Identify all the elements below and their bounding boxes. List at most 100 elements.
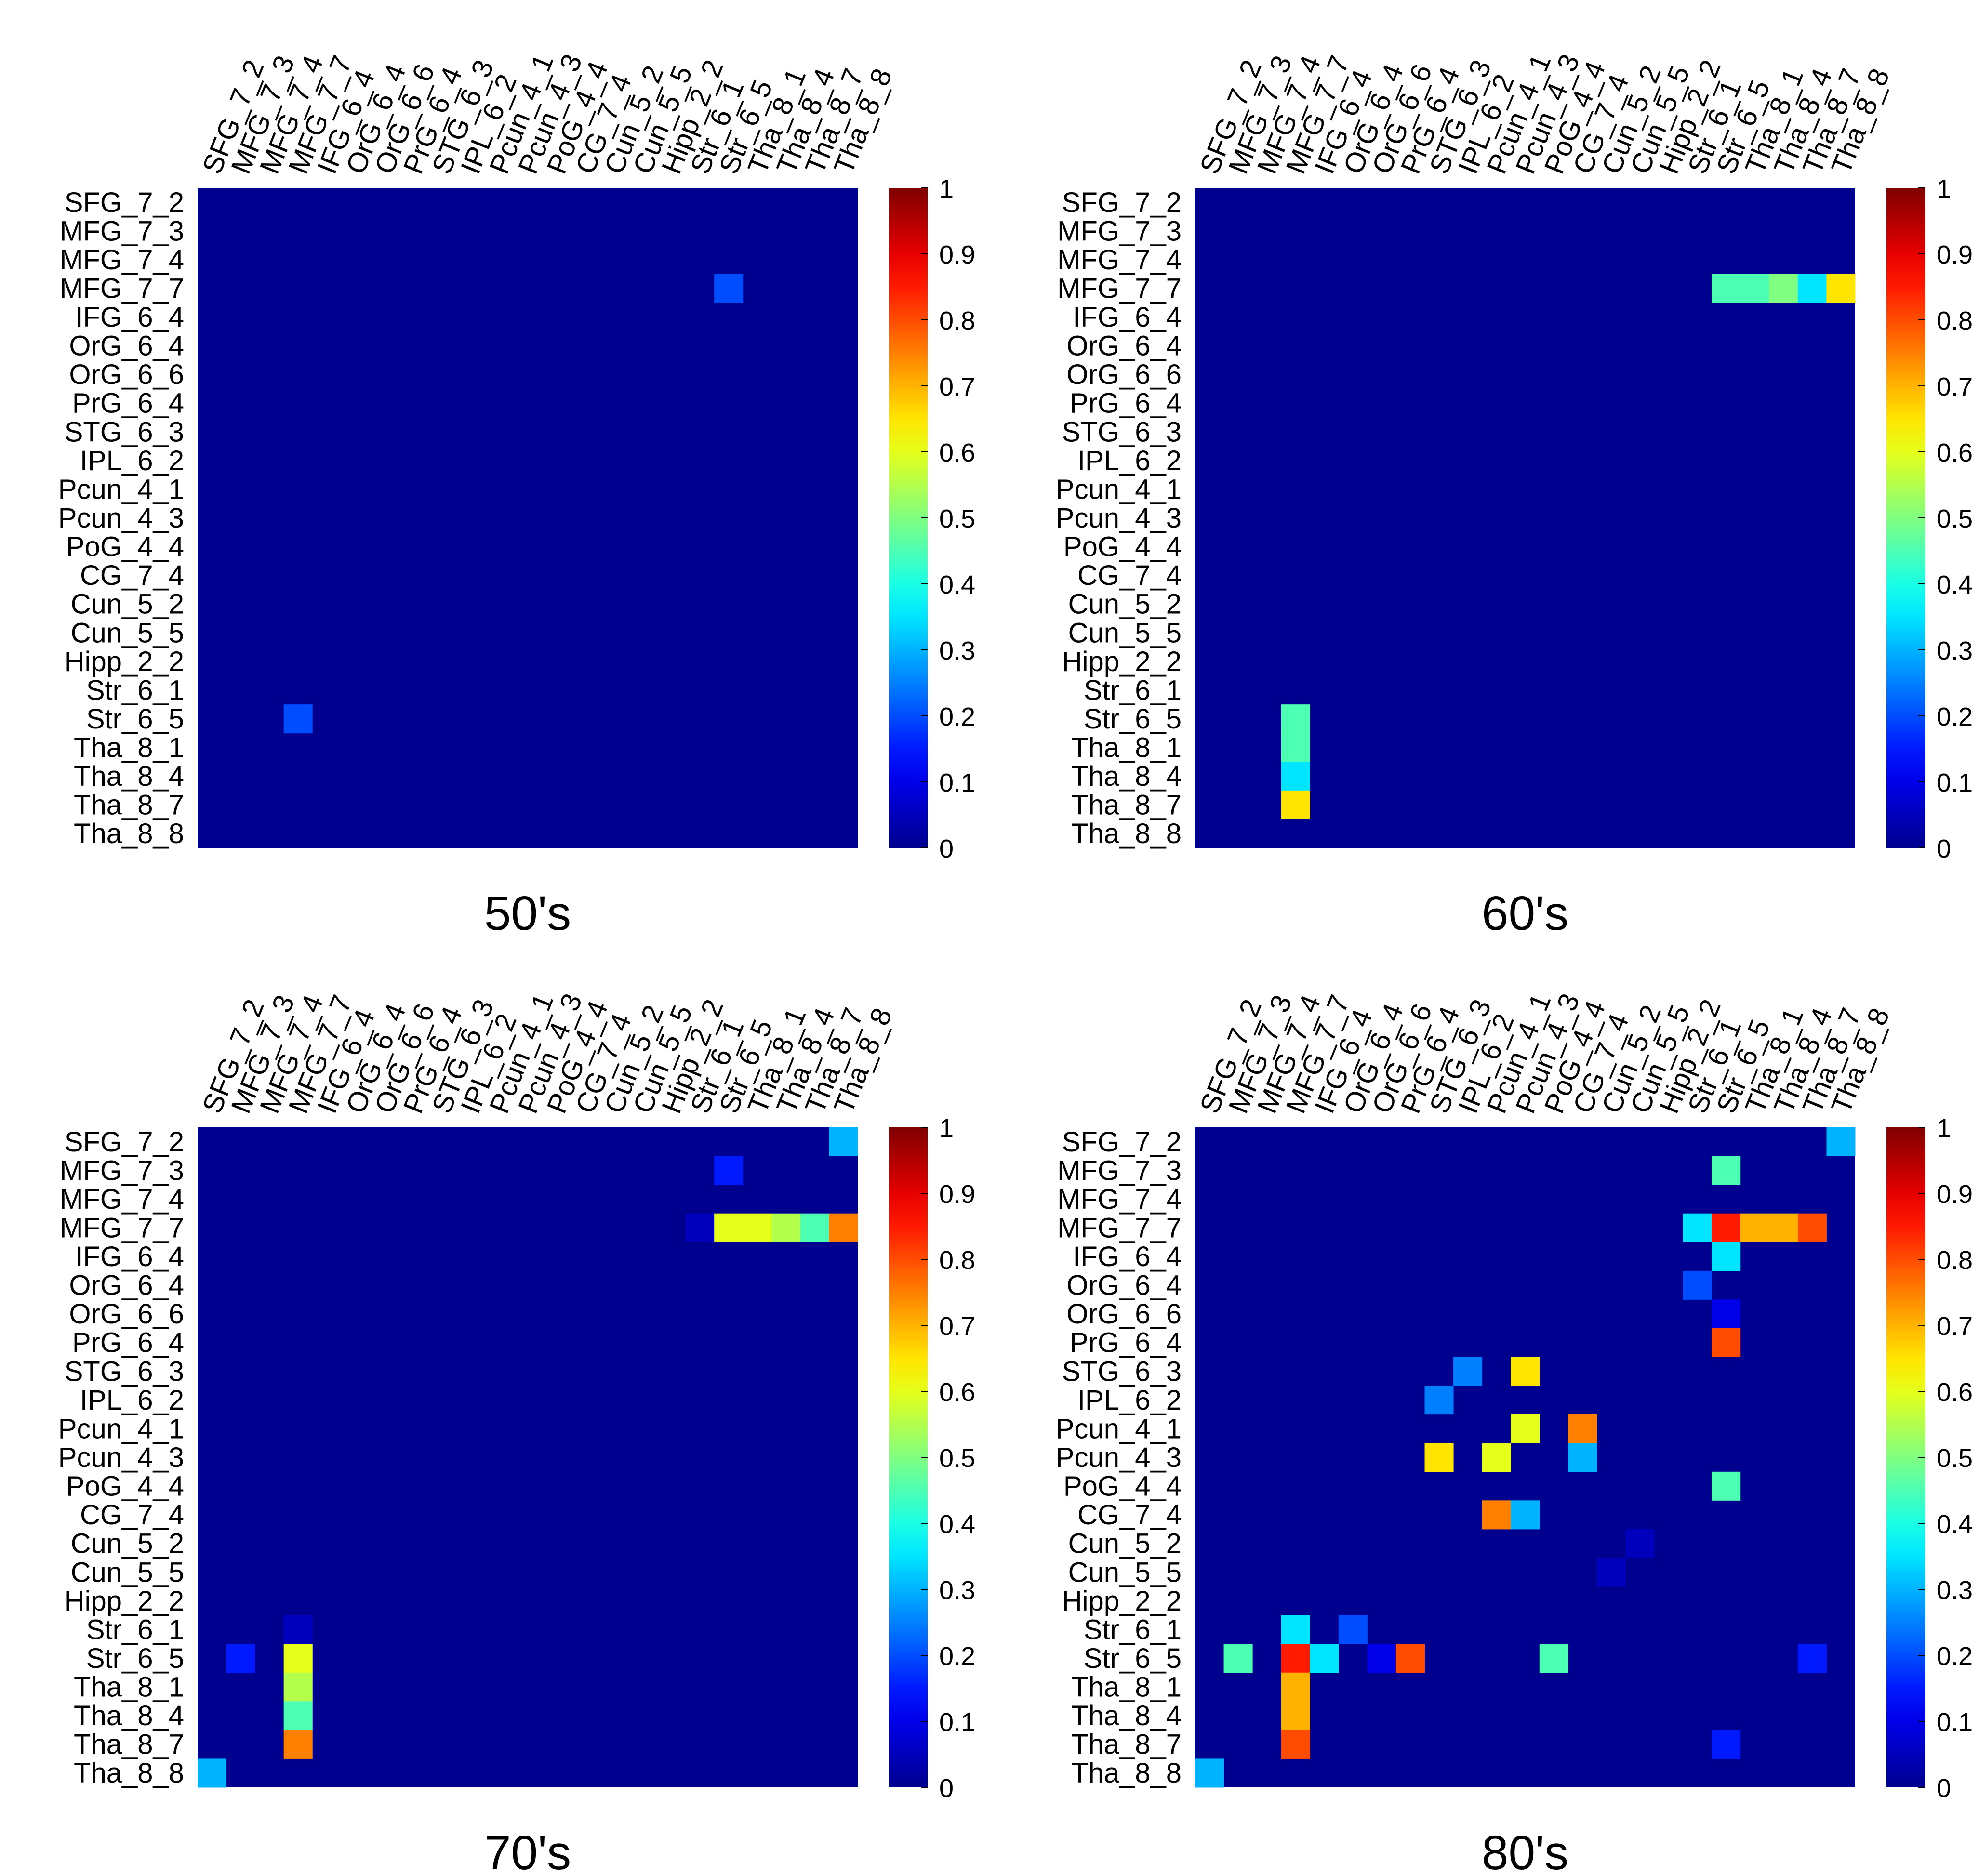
row-label: Str_6_5: [86, 1643, 184, 1674]
colorbar-tick-label: 0.2: [939, 702, 975, 731]
colorbar-tick-label: 1: [939, 1114, 954, 1143]
heatmap-cell: [1367, 1644, 1396, 1673]
heatmap-cell: [1712, 1213, 1741, 1242]
heatmap-cell: [198, 1758, 227, 1788]
row-label: PrG_6_4: [1070, 1327, 1182, 1359]
row-label: CG_7_4: [80, 1499, 184, 1531]
heatmap-cell: [283, 1730, 313, 1759]
row-label: Tha_8_1: [1071, 732, 1182, 764]
row-label: Pcun_4_3: [58, 1442, 184, 1473]
colorbar-tick-label: 0.5: [939, 1444, 975, 1473]
colorbar-tick-label: 0.9: [939, 240, 975, 269]
row-label: IPL_6_2: [1077, 1385, 1182, 1416]
row-label: Cun_5_2: [71, 589, 184, 620]
row-label: Tha_8_8: [74, 1757, 184, 1789]
panel-title: 60's: [1482, 886, 1568, 940]
row-label: OrG_6_4: [1066, 330, 1182, 362]
heatmap-cell: [1740, 274, 1769, 303]
heatmap-cell: [1511, 1500, 1540, 1530]
heatmap-cell: [1625, 1529, 1655, 1558]
heatmap-cell: [1281, 1730, 1310, 1759]
heatmap-cell: [1338, 1615, 1368, 1644]
colorbar-tick-label: 0.9: [1937, 240, 1973, 269]
colorbar-tick-label: 0.2: [939, 1642, 975, 1671]
heatmap-cell: [1310, 1644, 1339, 1673]
heatmap-cell: [1568, 1443, 1597, 1472]
heatmap-cell: [1482, 1443, 1511, 1472]
panel-title: 80's: [1482, 1826, 1568, 1876]
row-label: Cun_5_5: [1068, 1557, 1182, 1588]
row-label: PoG_4_4: [1063, 1471, 1182, 1502]
row-label: Hipp_2_2: [1062, 646, 1182, 677]
row-label: MFG_7_4: [60, 1184, 184, 1215]
heatmap-cell: [1281, 733, 1310, 762]
row-label: CG_7_4: [1077, 560, 1182, 591]
row-label: Cun_5_5: [1068, 617, 1182, 648]
row-label: Pcun_4_1: [1056, 474, 1182, 505]
heatmap-cell: [1769, 274, 1798, 303]
heatmap-cell: [714, 1156, 744, 1185]
row-label: MFG_7_7: [1057, 1212, 1182, 1243]
row-label: SFG_7_2: [65, 1126, 184, 1158]
row-label: OrG_6_4: [1066, 1270, 1182, 1301]
row-label: MFG_7_3: [60, 215, 184, 247]
panel-title: 50's: [484, 886, 571, 940]
colorbar-tick-label: 0: [1937, 1774, 1951, 1803]
colorbar-tick-label: 0.8: [939, 306, 975, 335]
row-label: Tha_8_4: [74, 761, 184, 792]
row-label: Tha_8_1: [1071, 1672, 1182, 1703]
row-label: Str_6_5: [1084, 1643, 1182, 1674]
heatmap-panel: SFG_7_2MFG_7_3MFG_7_4MFG_7_7IFG_6_4OrG_6…: [58, 50, 975, 940]
colorbar-tick-label: 0.3: [939, 1576, 975, 1605]
row-label: SFG_7_2: [65, 187, 184, 218]
row-label: Pcun_4_3: [58, 502, 184, 534]
row-label: Tha_8_7: [74, 790, 184, 821]
row-label: MFG_7_4: [1057, 244, 1182, 276]
row-label: IFG_6_4: [75, 1241, 184, 1272]
row-label: OrG_6_6: [69, 359, 184, 390]
colorbar-tick-label: 0: [939, 1774, 954, 1803]
heatmap-cell: [1712, 1730, 1741, 1759]
colorbar-tick-label: 0.1: [1937, 768, 1973, 797]
colorbar-tick-label: 0.8: [1937, 1246, 1973, 1275]
heatmap-panel: SFG_7_2MFG_7_3MFG_7_4MFG_7_7IFG_6_4OrG_6…: [58, 989, 975, 1876]
colorbar-tick-label: 1: [1937, 1114, 1951, 1143]
row-label: SFG_7_2: [1062, 1126, 1182, 1158]
heatmap-cell: [1482, 1500, 1511, 1530]
heatmap-cell: [714, 1213, 744, 1242]
row-label: Str_6_1: [86, 1614, 184, 1645]
heatmap-cell: [283, 1615, 313, 1644]
row-label: MFG_7_7: [60, 1212, 184, 1243]
heatmap-panels: SFG_7_2MFG_7_3MFG_7_4MFG_7_7IFG_6_4OrG_6…: [58, 50, 1973, 1876]
heatmap-cell: [1195, 1758, 1224, 1788]
row-label: Tha_8_1: [74, 732, 184, 764]
colorbar-tick-label: 0.3: [939, 636, 975, 665]
heatmap-cell: [1740, 1213, 1769, 1242]
row-label: Tha_8_4: [1071, 1700, 1182, 1731]
colorbar-tick-label: 0.3: [1937, 1576, 1973, 1605]
heatmap-cell: [1797, 274, 1827, 303]
row-label: Tha_8_1: [74, 1672, 184, 1703]
row-label: Hipp_2_2: [65, 646, 184, 677]
row-label: OrG_6_6: [1066, 1298, 1182, 1330]
heatmap-cell: [1281, 1644, 1310, 1673]
row-label: Tha_8_7: [1071, 790, 1182, 821]
row-label: Tha_8_4: [1071, 761, 1182, 792]
colorbar-tick-label: 0.8: [939, 1246, 975, 1275]
heatmap-cell: [1683, 1270, 1712, 1300]
row-label: Cun_5_5: [71, 617, 184, 648]
heatmap-cell: [1281, 1672, 1310, 1702]
row-label: Str_6_5: [1084, 703, 1182, 735]
row-label: Str_6_1: [86, 674, 184, 706]
row-label: PoG_4_4: [1063, 531, 1182, 563]
row-label: MFG_7_7: [60, 273, 184, 304]
row-label: MFG_7_4: [60, 244, 184, 276]
row-label: IPL_6_2: [80, 445, 184, 476]
colorbar-tick-label: 0.5: [939, 504, 975, 533]
row-label: Str_6_1: [1084, 1614, 1182, 1645]
heatmap-panel: SFG_7_2MFG_7_3MFG_7_4MFG_7_7IFG_6_4OrG_6…: [1056, 50, 1973, 940]
heatmap-cell: [1712, 274, 1741, 303]
heatmap-cell: [1281, 762, 1310, 791]
heatmap-cell: [1826, 274, 1856, 303]
colorbar-tick-label: 0.9: [939, 1180, 975, 1209]
